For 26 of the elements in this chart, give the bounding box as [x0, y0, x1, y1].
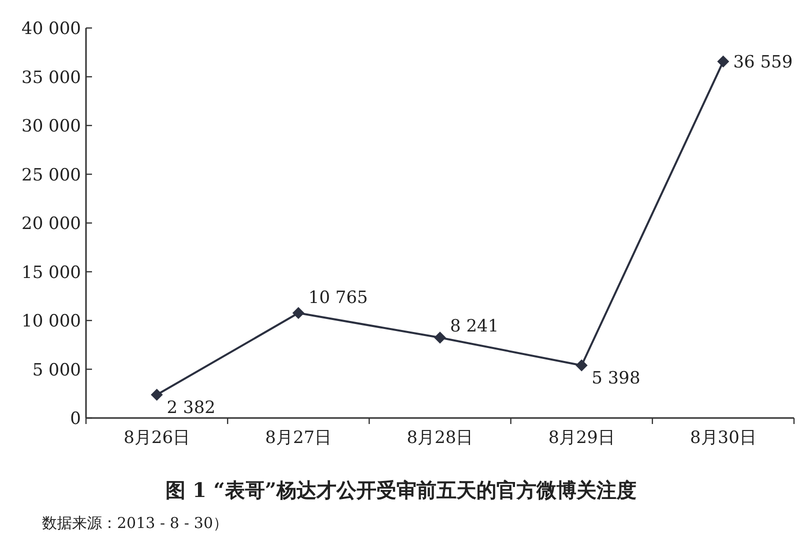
data-label: 2 382: [166, 398, 216, 418]
xtick: 8月27日: [265, 428, 332, 448]
point: [576, 359, 588, 372]
ytick: 40 000: [22, 19, 81, 39]
data-label: 36 559: [733, 52, 793, 73]
annotation: 数据来源：2013 - 8 - 30）: [42, 514, 228, 532]
ytick: 10 000: [22, 312, 81, 332]
data-label: 5 398: [592, 368, 640, 388]
point: [434, 332, 446, 344]
data-label: 10 765: [308, 288, 368, 308]
ytick: 25 000: [22, 165, 81, 186]
xtick: 8月28日: [406, 428, 474, 448]
ytick: 0: [70, 409, 81, 429]
ytick: 30 000: [22, 116, 81, 136]
title: 图 1 “表哥”杨达才公开受审前五天的官方微博关注度: [166, 478, 636, 502]
point: [150, 388, 163, 401]
xtick: 8月29日: [548, 428, 615, 448]
ytick: 35 000: [22, 68, 81, 88]
xtick: 8月26日: [124, 428, 190, 448]
ytick: 20 000: [22, 214, 81, 234]
ytick: 5 000: [32, 360, 81, 380]
point: [292, 307, 304, 320]
ytick: 15 000: [22, 262, 81, 283]
xtick: 8月30日: [690, 428, 756, 448]
point: [717, 56, 730, 68]
data-label: 8 241: [450, 316, 499, 337]
